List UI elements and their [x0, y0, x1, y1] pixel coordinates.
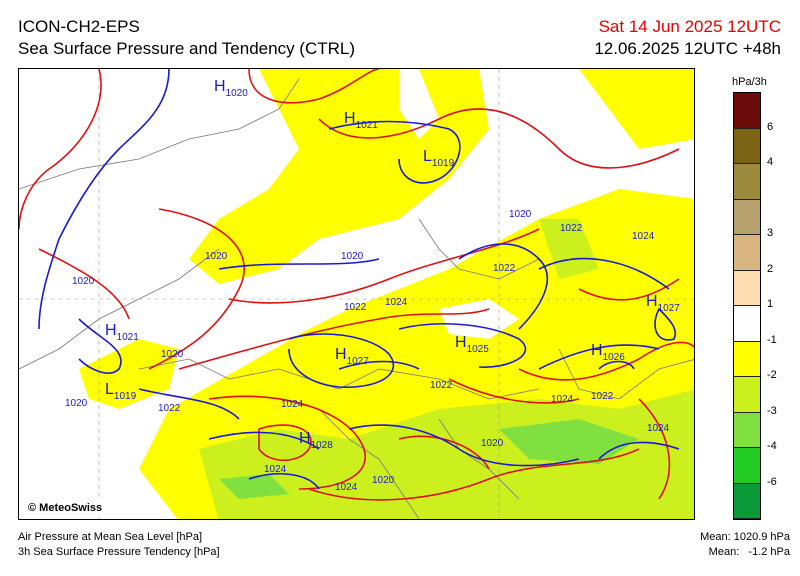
isobar-label: 1022 — [430, 380, 453, 391]
pressure-map: H1020 H1021 L1019 H1021 L1019 H1027 H102… — [18, 68, 695, 520]
legend-label: -1 — [767, 333, 777, 346]
legend-swatch — [734, 164, 760, 200]
isobar-label: 1020 — [161, 349, 184, 360]
title-block: ICON-CH2-EPS Sea Surface Pressure and Te… — [18, 16, 355, 60]
meteoswiss-logo: © MeteoSwiss — [25, 501, 106, 515]
time-block: Sat 14 Jun 2025 12UTC 12.06.2025 12UTC +… — [594, 16, 781, 60]
legend-label: 2 — [767, 262, 774, 275]
isobar-label: 1022 — [560, 223, 583, 234]
isobar-label: 1022 — [158, 403, 181, 414]
center-3: H1021 — [105, 322, 139, 343]
legend-swatch — [734, 199, 760, 235]
isobar-label: 1020 — [341, 251, 364, 262]
center-6: H1025 — [455, 334, 489, 355]
legend-label: 4 — [767, 156, 774, 168]
isobar-label: 1024 — [385, 297, 408, 308]
legend-swatch — [734, 128, 760, 164]
isobar-label: 1020 — [372, 475, 395, 486]
isobar-label: 1024 — [264, 464, 287, 475]
isobar-label: 1024 — [335, 482, 358, 493]
isobar-label: 1024 — [281, 399, 304, 410]
legend-swatch — [734, 377, 760, 413]
isobar-label: 1024 — [632, 231, 655, 242]
center-1: H1021 — [344, 110, 378, 131]
legend-label: -6 — [767, 475, 777, 488]
legend-swatch — [734, 412, 760, 448]
mean-tendency: Mean: -1.2 hPa — [708, 546, 790, 558]
legend-swatch — [734, 235, 760, 271]
center-9: H1028 — [299, 430, 333, 451]
model-name: ICON-CH2-EPS — [18, 17, 140, 36]
product-name: Sea Surface Pressure and Tendency (CTRL) — [18, 39, 356, 58]
legend-colorbar — [733, 92, 761, 520]
legend-swatch — [734, 448, 760, 484]
isobar-label: 1020 — [205, 251, 228, 262]
legend-label: -3 — [767, 404, 777, 417]
isobar-label: 1020 — [481, 438, 504, 449]
center-7: H1026 — [591, 342, 625, 363]
isobar-label: 1020 — [72, 276, 95, 287]
legend-swatch — [734, 341, 760, 377]
isobar-label: 1024 — [551, 394, 574, 405]
legend-swatch — [734, 270, 760, 306]
footer-line-tendency: 3h Sea Surface Pressure Tendency [hPa] — [18, 546, 220, 558]
footer-line-pressure: Air Pressure at Mean Sea Level [hPa] — [18, 531, 203, 543]
legend-swatch — [734, 93, 760, 129]
center-0: H1020 — [214, 78, 248, 99]
legend-label: -4 — [767, 440, 777, 452]
footer-description: Air Pressure at Mean Sea Level [hPa] 3h … — [18, 530, 220, 560]
valid-time: Sat 14 Jun 2025 12UTC — [598, 17, 781, 36]
pressure-centers: H1020 H1021 L1019 H1021 L1019 H1027 H102… — [105, 78, 680, 451]
legend-label: 6 — [767, 120, 774, 133]
center-2: L1019 — [423, 148, 455, 169]
isobar-label: 1022 — [344, 302, 367, 313]
isobar-labels: 1020 1020 1020 1020 1022 1024 1020 1022 … — [65, 209, 670, 493]
run-time: 12.06.2025 12UTC +48h — [594, 39, 781, 58]
legend-swatch — [734, 483, 760, 519]
mean-pressure: Mean: 1020.9 hPa — [700, 531, 790, 543]
center-4: L1019 — [105, 381, 137, 402]
isobar-label: 1022 — [591, 391, 614, 402]
legend-swatch — [734, 306, 760, 342]
legend-label: 1 — [767, 298, 774, 310]
footer-stats: Mean: 1020.9 hPa Mean: -1.2 hPa — [700, 530, 790, 560]
center-5: H1027 — [335, 346, 369, 367]
legend-unit: hPa/3h — [732, 76, 767, 88]
isobar-label: 1024 — [647, 423, 670, 434]
legend-label: 3 — [767, 227, 774, 239]
isobar-label: 1020 — [65, 398, 88, 409]
legend-label: -2 — [767, 369, 777, 381]
isobar-label: 1020 — [509, 209, 532, 220]
map-canvas: H1020 H1021 L1019 H1021 L1019 H1027 H102… — [19, 69, 694, 519]
isobar-label: 1022 — [493, 263, 516, 274]
center-8: H1027 — [646, 293, 680, 314]
